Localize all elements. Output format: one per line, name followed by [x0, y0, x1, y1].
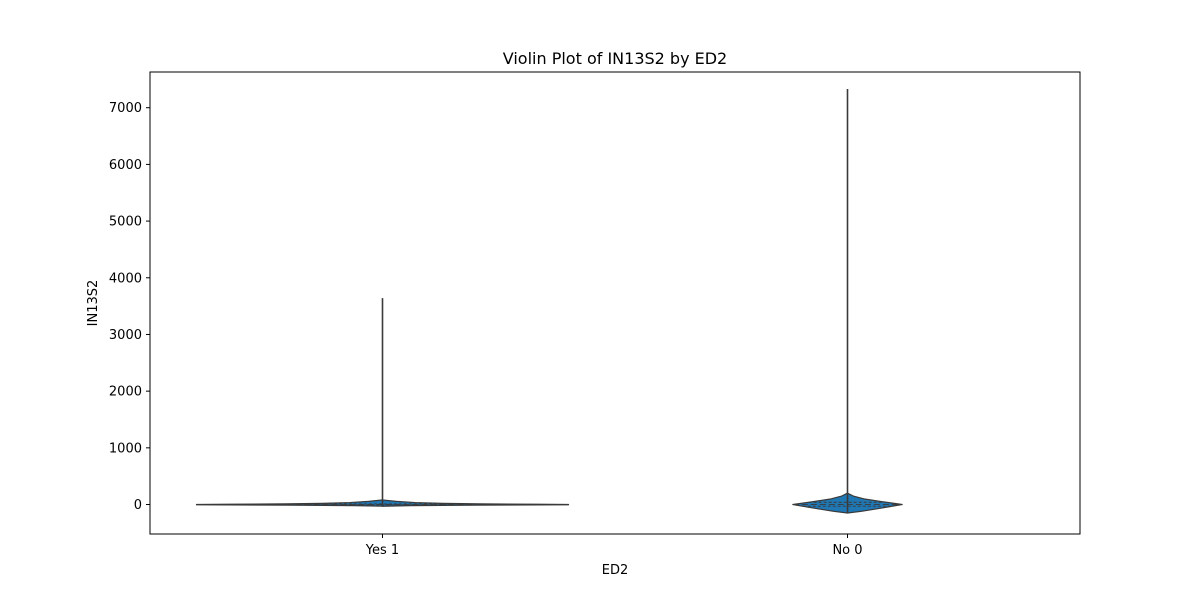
plot-frame	[149, 71, 1081, 535]
x-tick-label: Yes 1	[365, 543, 399, 558]
violins-group	[195, 89, 903, 514]
chart-title: Violin Plot of IN13S2 by ED2	[503, 49, 727, 68]
x-axis: Yes 1 No 0	[365, 534, 863, 558]
x-axis-label: ED2	[602, 563, 629, 578]
y-tick-label: 2000	[109, 385, 142, 400]
y-axis-label: IN13S2	[86, 280, 101, 327]
y-tick-label: 3000	[109, 328, 142, 343]
y-tick-label: 0	[134, 498, 142, 513]
y-axis: 0 1000 2000 3000 4000 5000 6000 7000	[109, 101, 150, 513]
y-tick-label: 5000	[109, 215, 142, 230]
y-tick-label: 4000	[109, 271, 142, 286]
y-tick-label: 6000	[109, 158, 142, 173]
x-tick-label: No 0	[832, 543, 862, 558]
y-tick-label: 7000	[109, 101, 142, 116]
y-tick-label: 1000	[109, 441, 142, 456]
